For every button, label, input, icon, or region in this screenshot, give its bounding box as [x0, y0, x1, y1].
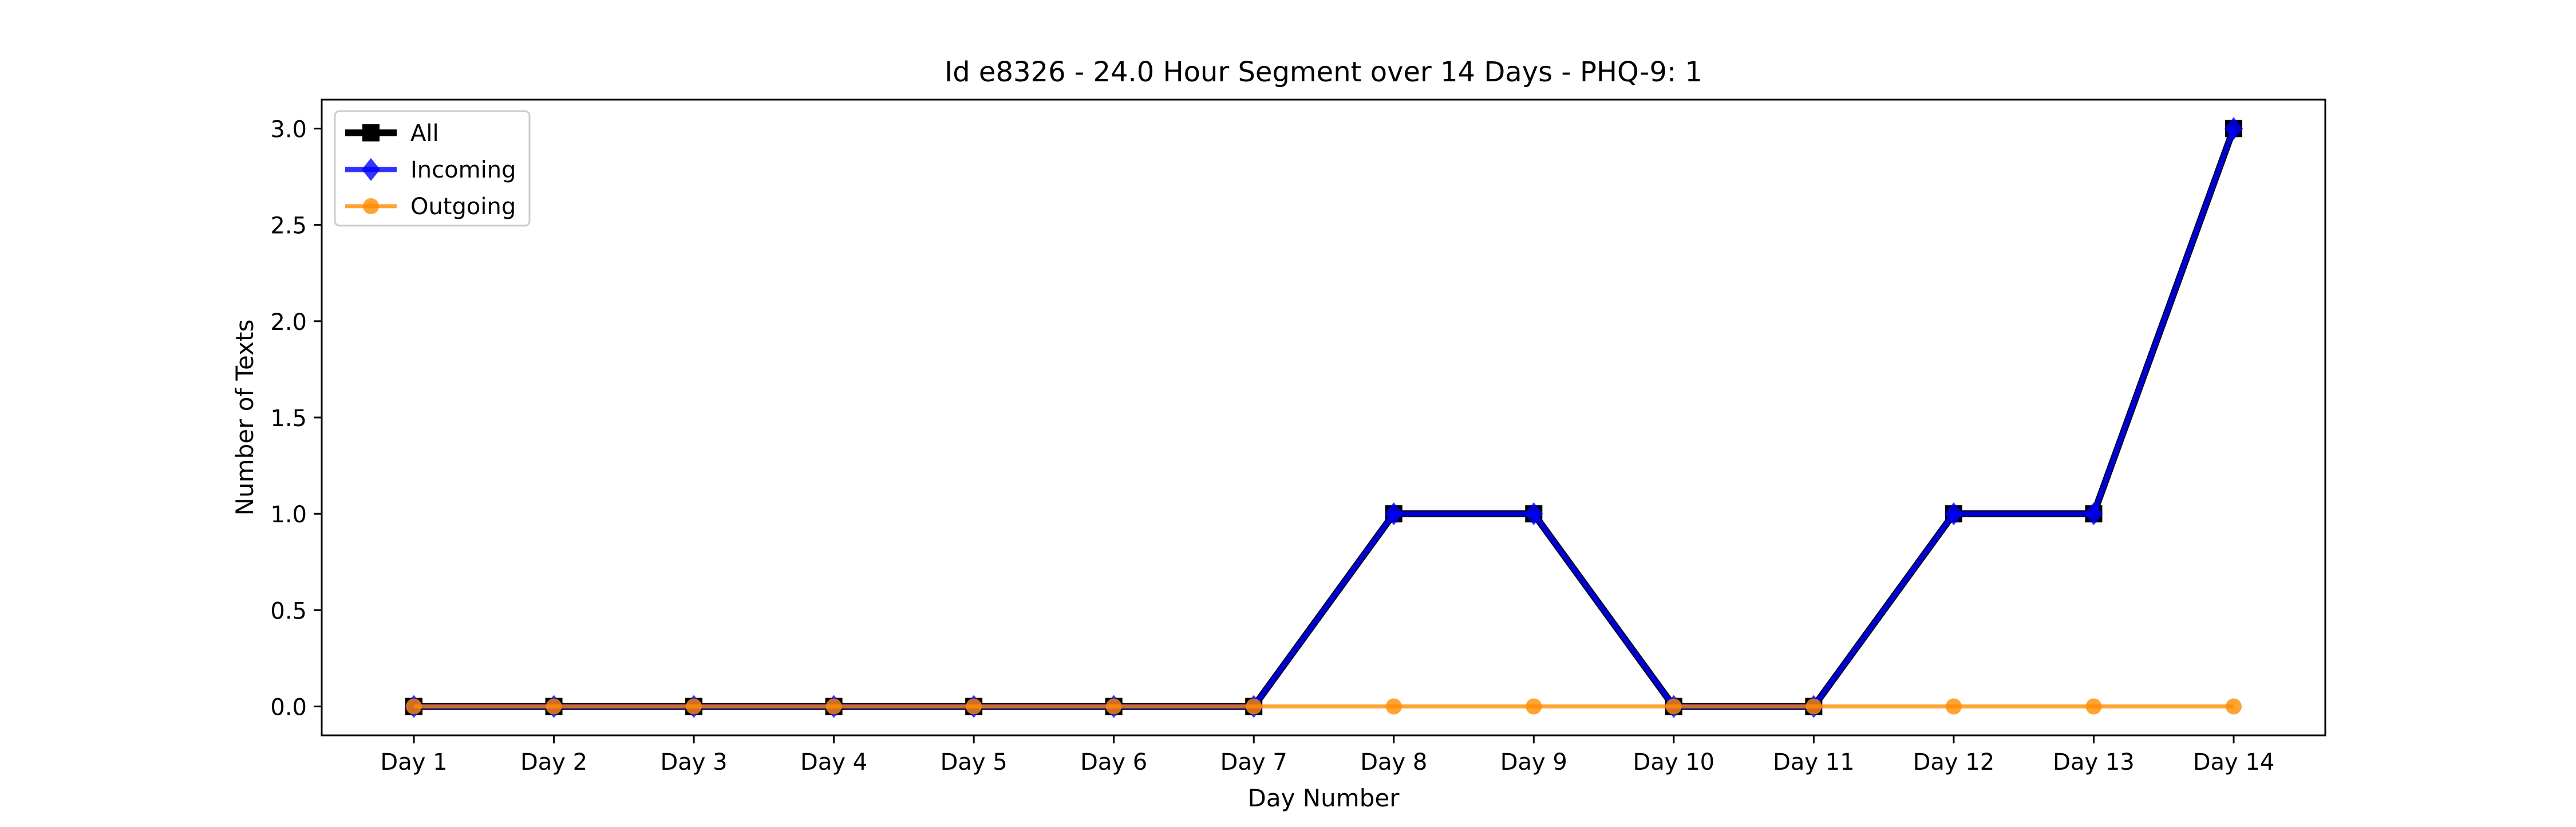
legend: All Incoming Outgoing [334, 110, 531, 227]
outgoing-point [1105, 698, 1122, 715]
outgoing-point [686, 698, 702, 715]
outgoing-point [825, 698, 842, 715]
y-axis-label: Number of Texts [231, 320, 259, 516]
incoming-point [1384, 502, 1403, 526]
legend-label-all: All [410, 120, 439, 147]
legend-marker-outgoing [363, 198, 379, 214]
legend-label-outgoing: Outgoing [410, 194, 516, 220]
legend-marker-incoming [362, 158, 380, 181]
x-tick-label: Day 12 [1913, 749, 1995, 775]
legend-label-incoming: Incoming [410, 157, 516, 183]
incoming-point [1944, 502, 1963, 526]
x-tick-label: Day 10 [1633, 749, 1715, 775]
outgoing-point [1805, 698, 1822, 715]
y-tick-label: 0.0 [270, 695, 307, 721]
x-tick-label: Day 7 [1220, 749, 1287, 775]
incoming-point [2084, 502, 2103, 526]
x-tick-label: Day 14 [2193, 749, 2275, 775]
x-tick-label: Day 11 [1773, 749, 1855, 775]
x-axis-label: Day Number [1247, 784, 1400, 812]
y-tick-label: 3.0 [270, 116, 307, 143]
outgoing-point [1945, 698, 1962, 715]
series-layer [405, 117, 2243, 718]
incoming-point [1524, 502, 1543, 526]
y-tick-label: 1.0 [270, 502, 307, 528]
plot-frame [321, 99, 2326, 737]
axes: 0.0 0.5 1.0 1.5 2.0 2.5 3.0 Day 1 Day 2 Day 3 Day … [270, 116, 2274, 775]
x-tick-label: Day 6 [1080, 749, 1147, 775]
outgoing-point [966, 698, 982, 715]
legend-box [334, 110, 531, 227]
x-tick-label: Day 2 [520, 749, 587, 775]
outgoing-point [1385, 698, 1402, 715]
outgoing-point [2085, 698, 2102, 715]
legend-marker-all [362, 124, 380, 141]
outgoing-point [1526, 698, 1542, 715]
outgoing-point [546, 698, 562, 715]
x-tick-label: Day 5 [941, 749, 1008, 775]
x-tick-label: Day 3 [660, 749, 727, 775]
x-tick-label: Day 8 [1360, 749, 1427, 775]
x-tick-label: Day 4 [800, 749, 867, 775]
incoming-point [2225, 117, 2243, 140]
outgoing-point [1665, 698, 1682, 715]
y-tick-label: 1.5 [270, 405, 307, 432]
x-tick-label: Day 9 [1500, 749, 1567, 775]
y-tick-label: 0.5 [270, 598, 307, 624]
outgoing-point [1246, 698, 1262, 715]
chart-title: Id e8326 - 24.0 Hour Segment over 14 Day… [945, 56, 1702, 88]
y-tick-label: 2.5 [270, 213, 307, 239]
x-tick-label: Day 1 [380, 749, 447, 775]
series-outgoing [406, 698, 2242, 715]
x-tick-label: Day 13 [2053, 749, 2135, 775]
y-tick-label: 2.0 [270, 309, 307, 336]
outgoing-point [2226, 698, 2242, 715]
outgoing-point [406, 698, 422, 715]
